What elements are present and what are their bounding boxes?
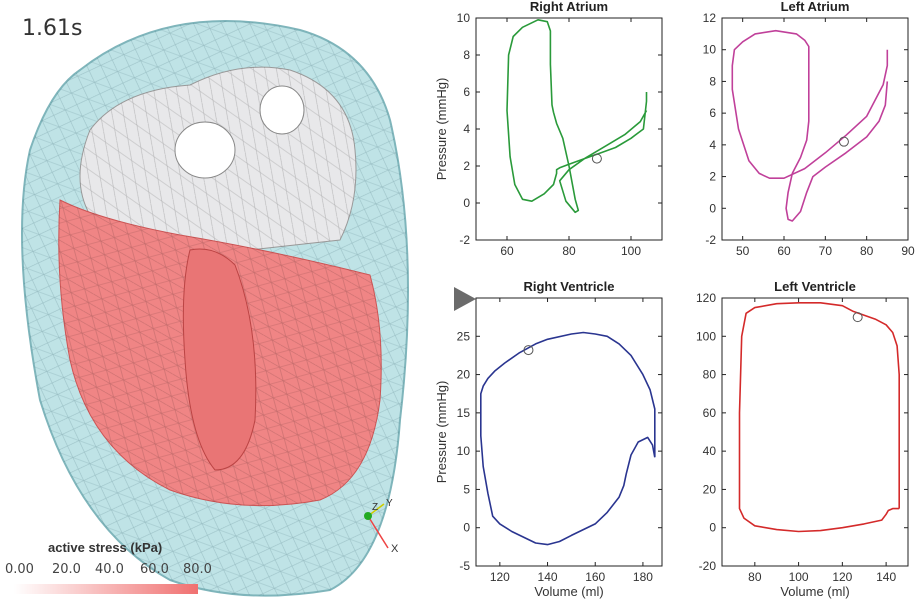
y-tick-label: 4 [709, 138, 716, 152]
y-tick-label: 120 [696, 291, 716, 305]
y-tick-label: -2 [459, 233, 470, 247]
x-tick-label: 80 [748, 570, 762, 584]
x-tick-label: 120 [832, 570, 852, 584]
colorbar-tick: 40.0 [95, 562, 124, 577]
heart-3d-viewport[interactable]: X Y Z 1.61s active stress (kPa) 0.00 20.… [0, 0, 440, 600]
plot-frame [475, 17, 663, 241]
x-tick-label: 100 [621, 244, 641, 258]
x-tick-label: 160 [585, 570, 605, 584]
y-tick-label: 2 [463, 159, 470, 173]
x-tick-label: 140 [538, 570, 558, 584]
colorbar-tick: 60.0 [140, 562, 169, 577]
axes-triad: X Y Z [364, 498, 399, 555]
y-tick-label: 5 [463, 482, 470, 496]
colorbar-title: active stress (kPa) [48, 540, 163, 555]
x-axis-label: Volume (ml) [534, 584, 603, 599]
axis-y-label: Y [386, 498, 393, 509]
x-tick-label: 70 [819, 244, 833, 258]
y-tick-label: 0 [709, 201, 716, 215]
x-tick-label: 60 [500, 244, 514, 258]
axis-z-label: Z [372, 502, 378, 513]
pv-loop-line [731, 29, 889, 222]
x-tick-label: 80 [562, 244, 576, 258]
y-tick-label: -20 [699, 559, 717, 573]
y-tick-label: 25 [457, 329, 471, 343]
chart-title: Right Ventricle [523, 279, 614, 294]
colorbar-tick: 80.0 [183, 562, 212, 577]
y-tick-label: 20 [457, 368, 471, 382]
axis-x-label: X [391, 543, 399, 555]
current-state-marker [591, 153, 602, 164]
y-tick-label: -5 [459, 559, 470, 573]
pv-loop-line [738, 302, 900, 533]
chart-title: Right Atrium [530, 0, 608, 14]
current-state-marker [852, 312, 863, 323]
x-tick-label: 120 [490, 570, 510, 584]
y-tick-label: 100 [696, 329, 716, 343]
x-tick-label: 50 [736, 244, 750, 258]
plot-frame [721, 297, 909, 567]
x-tick-label: 140 [876, 570, 896, 584]
y-tick-label: 6 [463, 85, 470, 99]
y-tick-label: 15 [457, 406, 471, 420]
pv-loop-line [480, 331, 656, 546]
y-tick-label: -2 [705, 233, 716, 247]
colorbar-tick: 0.00 [5, 562, 34, 577]
current-state-marker [838, 136, 849, 147]
time-label: 1.61s [22, 16, 83, 41]
y-tick-label: 8 [709, 74, 716, 88]
x-axis-label: Volume (ml) [780, 584, 849, 599]
play-icon[interactable] [454, 287, 476, 311]
x-tick-label: 80 [860, 244, 874, 258]
plot-frame [721, 17, 909, 241]
y-tick-label: 40 [703, 444, 717, 458]
y-tick-label: 0 [463, 196, 470, 210]
y-tick-label: 60 [703, 406, 717, 420]
y-tick-label: 8 [463, 48, 470, 62]
y-tick-label: 10 [703, 43, 717, 57]
plot-frame [475, 297, 663, 567]
current-state-marker [523, 345, 534, 356]
chart-title: Left Atrium [781, 0, 850, 14]
chart-title: Left Ventricle [774, 279, 856, 294]
pv-loop-line [506, 19, 648, 214]
y-tick-label: 80 [703, 368, 717, 382]
colorbar [14, 584, 198, 594]
x-tick-label: 60 [777, 244, 791, 258]
x-tick-label: 90 [901, 244, 915, 258]
y-tick-label: 0 [463, 521, 470, 535]
y-tick-label: 10 [457, 11, 471, 25]
y-tick-label: 20 [703, 482, 717, 496]
heart-render: X Y Z [21, 20, 409, 597]
y-tick-label: 6 [709, 106, 716, 120]
y-tick-label: 4 [463, 122, 470, 136]
y-tick-label: 10 [457, 444, 471, 458]
colorbar-tick: 20.0 [52, 562, 81, 577]
y-tick-label: 2 [709, 170, 716, 184]
y-tick-label: 0 [709, 521, 716, 535]
y-tick-label: 12 [703, 11, 717, 25]
x-tick-label: 100 [789, 570, 809, 584]
x-tick-label: 180 [633, 570, 653, 584]
